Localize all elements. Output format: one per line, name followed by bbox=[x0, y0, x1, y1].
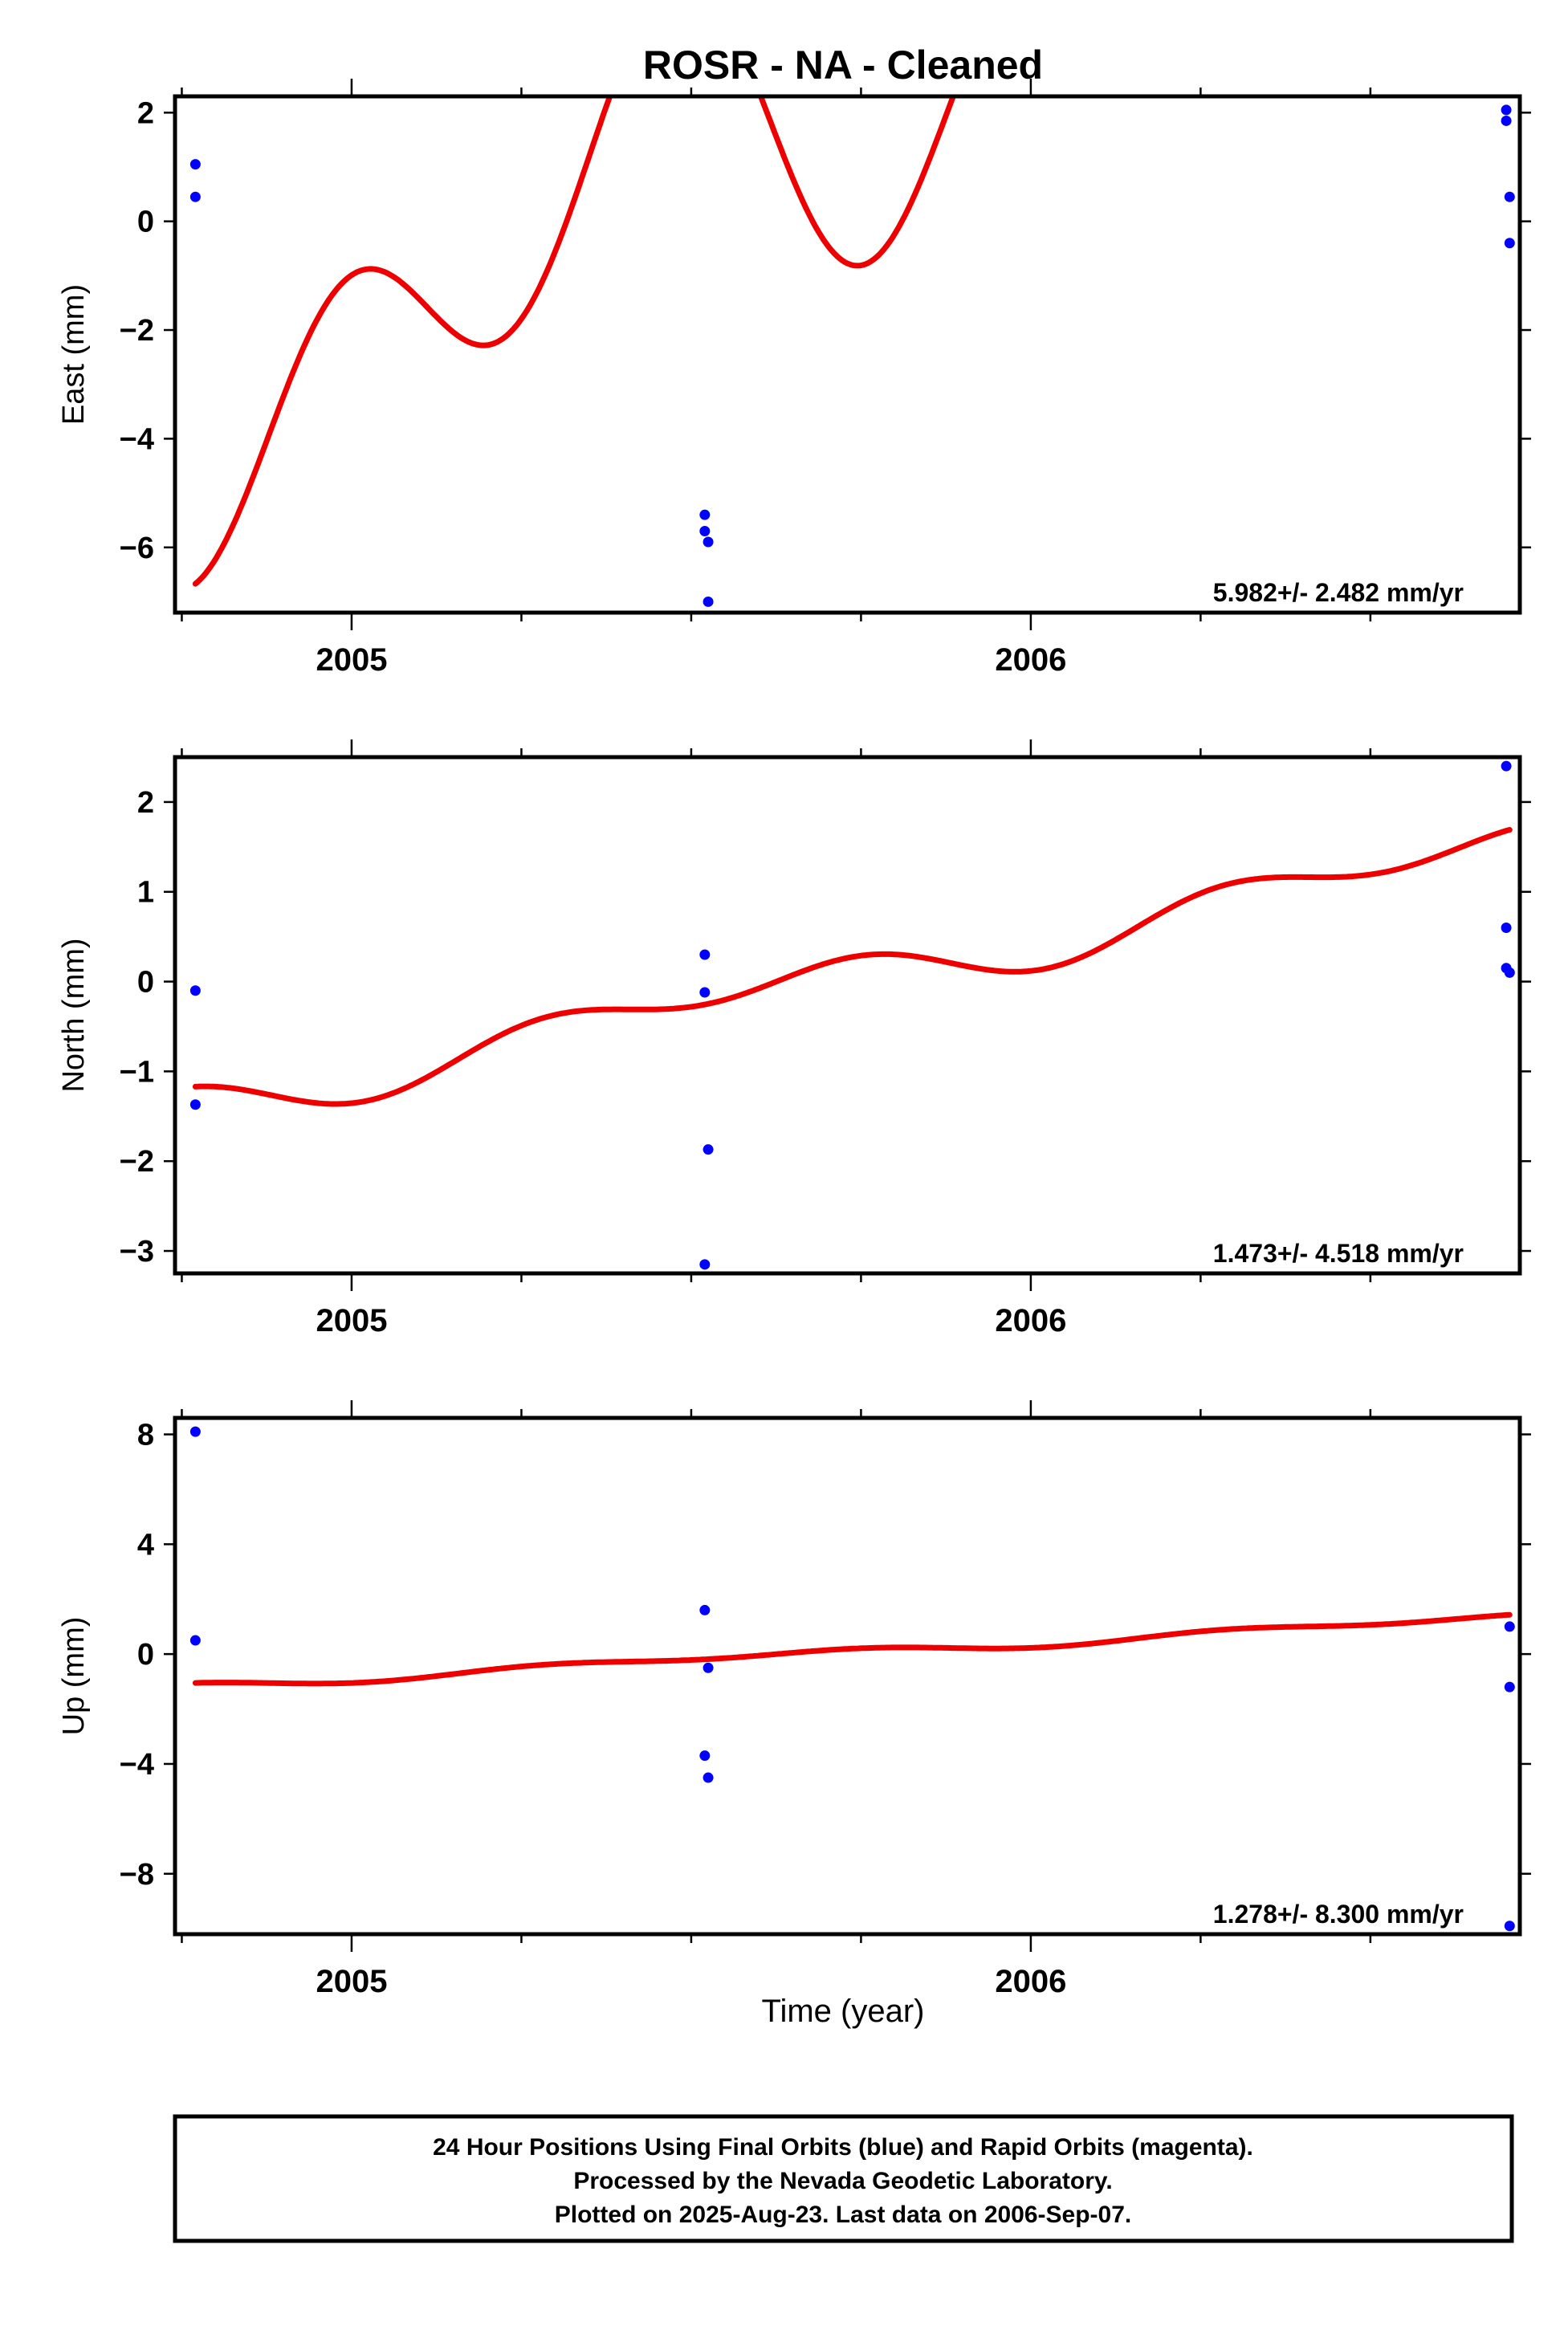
north-fit-curve bbox=[192, 827, 1513, 1107]
up-ytick-label: 0 bbox=[137, 1638, 154, 1672]
up-ytick-label: 8 bbox=[137, 1419, 154, 1452]
footer-line-3: Plotted on 2025-Aug-23. Last data on 200… bbox=[555, 2202, 1132, 2228]
north-rate-label: 1.473+/- 4.518 mm/yr bbox=[1213, 1239, 1464, 1268]
north-data-point bbox=[699, 987, 711, 998]
north-data-point bbox=[1504, 967, 1515, 978]
east-data-point bbox=[699, 509, 711, 520]
footer-line-2: Processed by the Nevada Geodetic Laborat… bbox=[573, 2168, 1112, 2194]
east-data-point bbox=[1501, 104, 1512, 116]
north-data-point bbox=[189, 1099, 201, 1110]
up-data-point bbox=[189, 1426, 201, 1437]
x-axis-label: Time (year) bbox=[762, 1994, 925, 2029]
up-plot-frame bbox=[173, 1416, 1522, 1937]
east-ytick-label: −6 bbox=[120, 532, 154, 565]
north-panel: −3 −2 −1 0 1 2 2005 2006 North (mm) 1.473+/- 4.51… bbox=[57, 739, 1531, 1338]
up-data-point bbox=[1504, 1621, 1515, 1632]
east-data-point bbox=[189, 159, 201, 170]
up-ytick-label: 4 bbox=[137, 1528, 154, 1562]
east-rate-label: 5.982+/- 2.482 mm/yr bbox=[1213, 578, 1464, 607]
north-ytick-label: −1 bbox=[120, 1055, 154, 1089]
north-ytick-label: 2 bbox=[137, 786, 154, 820]
north-data-point bbox=[1501, 760, 1512, 772]
up-xtick-label: 2005 bbox=[316, 1964, 387, 1999]
east-data-point bbox=[1504, 191, 1515, 202]
up-rate-label: 1.278+/- 8.300 mm/yr bbox=[1213, 1900, 1464, 1929]
up-y-axis-label: Up (mm) bbox=[57, 1617, 91, 1736]
footer-line-1: 24 Hour Positions Using Final Orbits (bl… bbox=[433, 2134, 1253, 2161]
footer-box bbox=[173, 2114, 1514, 2243]
up-data-point bbox=[1504, 1921, 1515, 1932]
east-data-point bbox=[189, 191, 201, 202]
east-ytick-label: −4 bbox=[120, 422, 154, 456]
north-data-point bbox=[699, 1259, 711, 1270]
up-data-point bbox=[699, 1604, 711, 1615]
east-ytick-label: 2 bbox=[137, 96, 154, 130]
north-data-point bbox=[189, 985, 201, 996]
east-xtick-label: 2005 bbox=[316, 642, 387, 678]
east-ytick-label: −2 bbox=[120, 314, 154, 348]
north-data-point bbox=[699, 949, 711, 960]
east-panel: −6 −4 −2 0 2 2005 2006 East (mm) 5.982+/- 2.482 … bbox=[57, 79, 1531, 678]
up-xtick-label: 2006 bbox=[995, 1964, 1066, 1999]
east-data-point bbox=[703, 536, 714, 548]
north-data-point bbox=[1501, 922, 1512, 933]
east-y-axis-label: East (mm) bbox=[57, 284, 91, 425]
east-data-point bbox=[703, 596, 714, 607]
up-ytick-label: −4 bbox=[120, 1748, 154, 1782]
north-data-point bbox=[703, 1144, 714, 1155]
up-data-point bbox=[703, 1662, 714, 1673]
up-data-point bbox=[703, 1772, 714, 1783]
north-xtick-label: 2005 bbox=[316, 1303, 387, 1338]
north-y-axis-label: North (mm) bbox=[57, 938, 91, 1092]
north-ytick-label: 0 bbox=[137, 966, 154, 1000]
up-ytick-label: −8 bbox=[120, 1858, 154, 1892]
east-ytick-label: 0 bbox=[137, 206, 154, 239]
east-data-point bbox=[1504, 238, 1515, 249]
up-fit-curve bbox=[192, 1611, 1513, 1687]
east-data-point bbox=[699, 525, 711, 536]
east-plot-frame bbox=[173, 94, 1522, 615]
up-panel: −8 −4 0 4 8 2005 2006 Up (mm) 1.278+/- 8.300 mm/… bbox=[57, 1400, 1531, 1999]
north-ytick-label: 1 bbox=[137, 876, 154, 910]
up-data-point bbox=[189, 1635, 201, 1646]
east-xtick-label: 2006 bbox=[995, 642, 1066, 678]
up-data-point bbox=[1504, 1681, 1515, 1693]
east-data-point bbox=[1501, 115, 1512, 126]
north-ytick-label: −3 bbox=[120, 1235, 154, 1269]
north-plot-frame bbox=[173, 755, 1522, 1276]
up-data-point bbox=[699, 1750, 711, 1762]
north-ytick-label: −2 bbox=[120, 1145, 154, 1179]
east-fit-curve bbox=[192, 96, 956, 587]
figure-title: ROSR - NA - Cleaned bbox=[643, 43, 1043, 88]
north-xtick-label: 2006 bbox=[995, 1303, 1066, 1338]
